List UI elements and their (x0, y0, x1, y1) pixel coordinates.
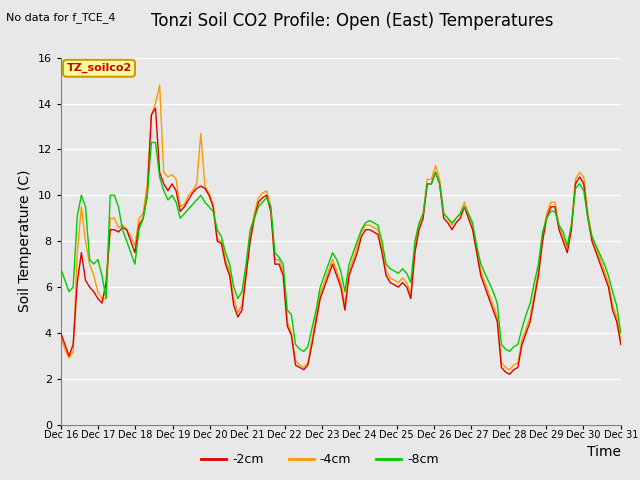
Legend: -2cm, -4cm, -8cm: -2cm, -4cm, -8cm (196, 448, 444, 471)
Text: Time: Time (587, 445, 621, 459)
Text: No data for f_TCE_4: No data for f_TCE_4 (6, 12, 116, 23)
Text: Tonzi Soil CO2 Profile: Open (East) Temperatures: Tonzi Soil CO2 Profile: Open (East) Temp… (151, 12, 553, 30)
Text: TZ_soilco2: TZ_soilco2 (67, 63, 132, 73)
Y-axis label: Soil Temperature (C): Soil Temperature (C) (18, 170, 32, 312)
